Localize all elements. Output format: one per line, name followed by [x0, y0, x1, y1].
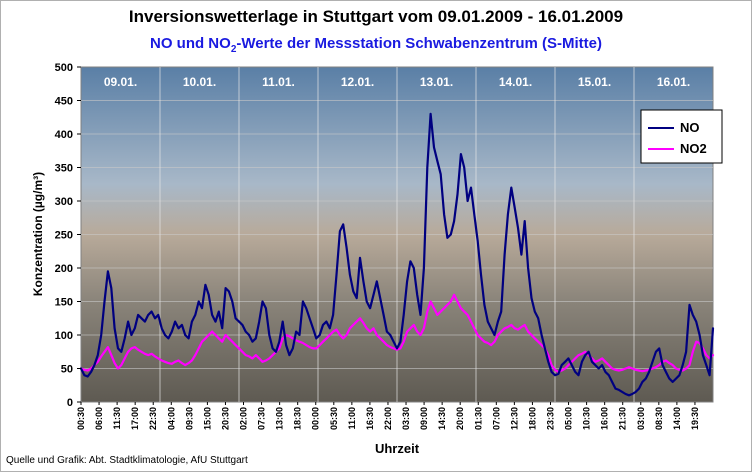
series-line-no2 [79, 293, 715, 373]
x-tick-label: 02:00 [239, 407, 249, 430]
x-tick-label: 14:00 [672, 407, 682, 430]
x-tick-label: 00:00 [311, 407, 321, 430]
x-tick-label: 16:30 [365, 407, 375, 430]
subtitle-rest: -Werte der Messstation Schwabenzentrum (… [236, 35, 602, 52]
y-tick-label: 50 [61, 364, 73, 376]
x-tick-label: 01:30 [473, 407, 483, 430]
x-tick-label: 03:30 [401, 407, 411, 430]
chart-title: Inversionswetterlage in Stuttgart vom 09… [128, 7, 624, 26]
x-tick-label: 18:00 [527, 407, 537, 430]
legend-label-no: NO [680, 120, 700, 135]
day-label: 13.01. [420, 75, 453, 89]
x-tick-label: 15:00 [202, 407, 212, 430]
x-tick-label: 06:00 [94, 407, 104, 430]
series-lines [79, 112, 715, 397]
x-tick-label: 18:30 [293, 407, 303, 430]
x-tick-label: 13:00 [275, 407, 285, 430]
y-tick-label: 0 [67, 397, 73, 409]
legend-box [640, 109, 723, 164]
y-tick-label: 400 [55, 129, 73, 141]
x-tick-label: 21:30 [618, 407, 628, 430]
x-tick-label: 22:30 [148, 407, 158, 430]
y-tick-label: 100 [55, 330, 73, 342]
x-tick-label: 12:30 [509, 407, 519, 430]
x-tick-label: 05:00 [564, 407, 574, 430]
day-label: 16.01. [657, 75, 690, 89]
x-tick-label: 00:30 [76, 407, 86, 430]
day-label: 14.01. [499, 75, 532, 89]
x-tick-label: 05:30 [329, 407, 339, 430]
y-tick-label: 450 [55, 96, 73, 108]
x-tick-label: 08:30 [654, 407, 664, 430]
x-tick-label: 20:00 [455, 407, 465, 430]
x-tick-label: 07:30 [257, 407, 267, 430]
y-tick-label: 200 [55, 263, 73, 275]
y-tick-label: 300 [55, 196, 73, 208]
x-tick-label: 09:30 [184, 407, 194, 430]
x-tick-label: 22:00 [383, 407, 393, 430]
x-tick-label: 11:30 [112, 407, 122, 430]
x-tick-label: 16:00 [600, 407, 610, 430]
source-note: Quelle und Grafik: Abt. Stadtklimatologi… [6, 455, 248, 466]
day-label: 10.01. [183, 75, 216, 89]
x-tick-label: 14:30 [437, 407, 447, 430]
y-tick-label: 350 [55, 163, 73, 175]
day-label: 15.01. [578, 75, 611, 89]
x-tick-label: 10:30 [582, 407, 592, 430]
x-tick-labels: 00:30 06:00 11:30 17:00 22:30 04:00 09:30 15:00… [76, 402, 700, 430]
y-tick-labels: 0 50 100 150 200 250 300 350 400 450 500 [55, 62, 81, 409]
x-tick-label: 23:30 [545, 407, 555, 430]
subtitle-sub: 2 [230, 44, 237, 55]
x-tick-label: 09:00 [419, 407, 429, 430]
x-tick-label: 03:00 [636, 407, 646, 430]
y-tick-label: 250 [55, 230, 73, 242]
x-tick-label: 11:00 [347, 407, 357, 430]
x-axis-label: Uhrzeit [375, 441, 420, 456]
x-tick-label: 04:00 [166, 407, 176, 430]
day-label: 11.01. [262, 75, 295, 89]
y-tick-label: 500 [55, 62, 73, 74]
day-label: 12.01. [341, 75, 374, 89]
legend-label-no2: NO2 [680, 141, 707, 156]
x-tick-label: 19:30 [690, 407, 700, 430]
x-tick-label: 17:00 [130, 407, 140, 430]
x-tick-label: 20:30 [220, 407, 230, 430]
day-label: 09.01. [104, 75, 137, 89]
x-tick-label: 07:00 [491, 407, 501, 430]
legend: NO NO2 [640, 109, 723, 164]
chart-subtitle: NO und NO2-Werte der Messstation Schwabe… [0, 35, 752, 55]
day-labels: 09.01. 10.01. 11.01. 12.01. 13.01. 14.01. 15.0… [104, 75, 690, 89]
series-line-no [79, 112, 715, 397]
y-axis-label: Konzentration (µg/m³) [31, 172, 45, 296]
subtitle-main: NO und NO [149, 35, 231, 52]
y-tick-label: 150 [55, 297, 73, 309]
